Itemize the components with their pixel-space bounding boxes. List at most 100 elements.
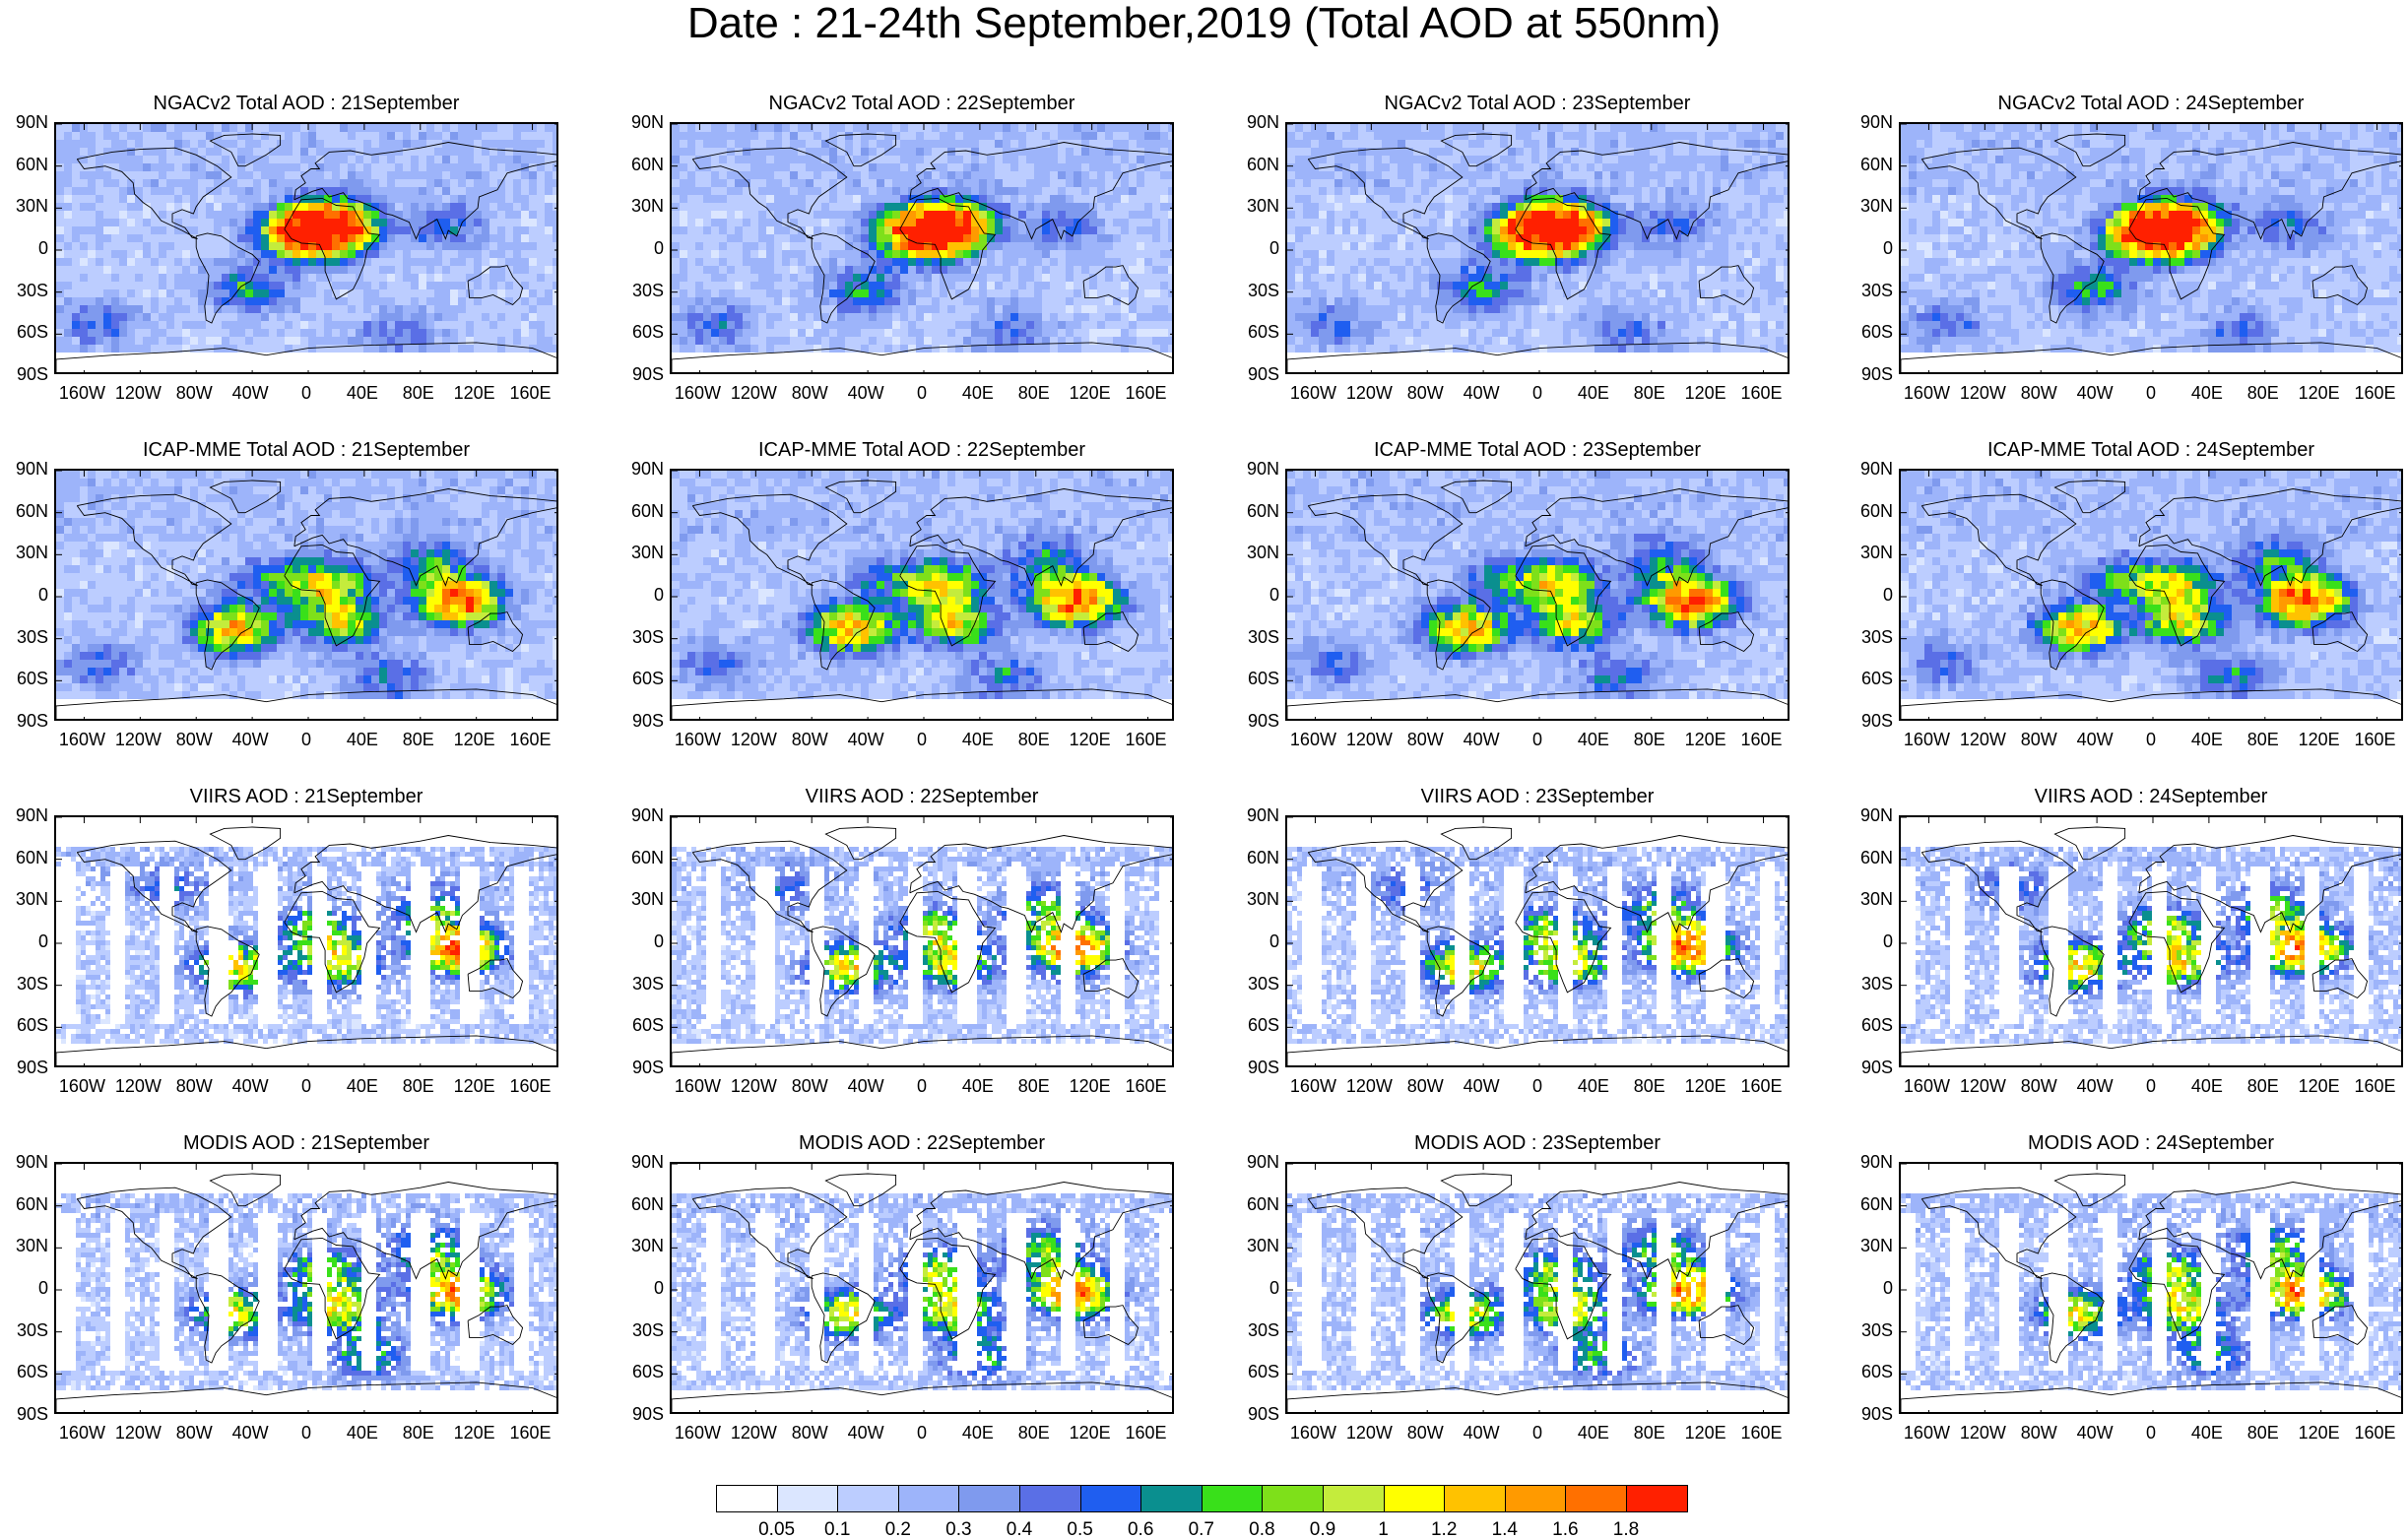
longitude-label: 120E: [1674, 1424, 1737, 1442]
longitude-label: 80W: [1394, 731, 1457, 748]
longitude-label: 80W: [778, 1077, 841, 1095]
latitude-label: 30N: [1844, 1237, 1893, 1254]
latitude-label: 0: [0, 1279, 48, 1297]
latitude-label: 90N: [1844, 460, 1893, 478]
longitude-label: 0: [2119, 1424, 2182, 1442]
aod-cells: [1901, 847, 2403, 1044]
longitude-label: 40E: [1562, 1077, 1625, 1095]
colorbar-label: 0.1: [808, 1520, 867, 1540]
latitude-label: 30N: [1844, 544, 1893, 561]
latitude-label: 60N: [1844, 156, 1893, 173]
figure-title: Date : 21-24th September,2019 (Total AOD…: [0, 0, 2408, 47]
colorbar-swatch: [1565, 1485, 1627, 1512]
latitude-label: 90N: [0, 806, 48, 824]
longitude-label: 120E: [1674, 731, 1737, 748]
latitude-label: 60S: [1844, 1363, 1893, 1380]
latitude-label: 0: [615, 586, 664, 604]
longitude-label: 120W: [106, 1077, 169, 1095]
longitude-label: 120E: [1059, 384, 1122, 402]
latitude-label: 60N: [1230, 849, 1279, 866]
latitude-label: 60N: [615, 156, 664, 173]
aod-field: [56, 124, 558, 374]
aod-cells: [1287, 124, 1790, 353]
longitude-label: 40W: [1450, 731, 1513, 748]
latitude-label: 30S: [0, 282, 48, 299]
longitude-label: 40W: [834, 1077, 897, 1095]
latitude-label: 60N: [1844, 1195, 1893, 1213]
panel-title: VIIRS AOD : 23September: [1285, 786, 1790, 807]
latitude-label: 30S: [615, 975, 664, 993]
longitude-label: 160E: [2344, 1077, 2407, 1095]
longitude-label: 40W: [2063, 1077, 2126, 1095]
longitude-label: 160W: [50, 731, 113, 748]
latitude-label: 60S: [1230, 323, 1279, 341]
latitude-label: 90S: [1844, 365, 1893, 383]
longitude-label: 80W: [2007, 1077, 2070, 1095]
colorbar-label: 0.4: [990, 1520, 1049, 1540]
longitude-label: 120W: [1951, 384, 2014, 402]
longitude-label: 160E: [1115, 731, 1178, 748]
panel-title: ICAP-MME Total AOD : 23September: [1285, 439, 1790, 461]
aod-cells: [1287, 471, 1790, 699]
colorbar-label: 1: [1354, 1520, 1413, 1540]
longitude-label: 120E: [1674, 384, 1737, 402]
panel-title: MODIS AOD : 24September: [1899, 1132, 2403, 1154]
latitude-label: 0: [0, 239, 48, 257]
longitude-label: 80W: [2007, 384, 2070, 402]
longitude-label: 80W: [2007, 1424, 2070, 1442]
latitude-label: 60N: [615, 1195, 664, 1213]
longitude-label: 80E: [1003, 1424, 1066, 1442]
longitude-label: 0: [2119, 384, 2182, 402]
longitude-label: 0: [275, 731, 338, 748]
aod-field: [56, 1164, 558, 1414]
aod-field: [672, 471, 1174, 721]
longitude-label: 160E: [2344, 731, 2407, 748]
longitude-label: 80E: [387, 731, 450, 748]
latitude-label: 0: [1844, 932, 1893, 950]
aod-field: [1287, 817, 1790, 1067]
longitude-label: 120E: [443, 731, 506, 748]
longitude-label: 40E: [2176, 1424, 2239, 1442]
aod-cells: [56, 847, 558, 1044]
longitude-label: 120W: [106, 1424, 169, 1442]
latitude-label: 60N: [615, 502, 664, 520]
latitude-label: 30N: [1230, 890, 1279, 908]
latitude-label: 0: [1844, 239, 1893, 257]
aod-field: [1901, 124, 2403, 374]
latitude-label: 30N: [615, 1237, 664, 1254]
aod-cells: [56, 124, 558, 353]
longitude-label: 120E: [1059, 1077, 1122, 1095]
longitude-label: 160E: [1115, 1424, 1178, 1442]
latitude-label: 90N: [1844, 1153, 1893, 1171]
colorbar-swatch: [1080, 1485, 1142, 1512]
latitude-label: 90S: [615, 1059, 664, 1076]
longitude-label: 40W: [2063, 384, 2126, 402]
longitude-label: 80E: [2232, 1077, 2295, 1095]
colorbar-label: 0.9: [1293, 1520, 1352, 1540]
latitude-label: 30N: [0, 544, 48, 561]
longitude-label: 120E: [2288, 1424, 2351, 1442]
latitude-label: 0: [1844, 586, 1893, 604]
latitude-label: 0: [1844, 1279, 1893, 1297]
aod-cells: [1287, 1193, 1790, 1390]
panel-title: VIIRS AOD : 24September: [1899, 786, 2403, 807]
latitude-label: 30S: [1230, 975, 1279, 993]
aod-map: [54, 1162, 558, 1414]
longitude-label: 120W: [722, 1424, 785, 1442]
longitude-label: 0: [2119, 1077, 2182, 1095]
colorbar-label: 1.8: [1596, 1520, 1656, 1540]
aod-map: [1899, 469, 2403, 721]
aod-map: [1899, 815, 2403, 1067]
latitude-label: 30S: [1230, 628, 1279, 646]
longitude-label: 80E: [2232, 384, 2295, 402]
colorbar-swatch: [1202, 1485, 1264, 1512]
latitude-label: 90S: [1230, 1405, 1279, 1423]
colorbar-swatch: [777, 1485, 839, 1512]
latitude-label: 90S: [0, 1405, 48, 1423]
longitude-label: 40W: [834, 384, 897, 402]
longitude-label: 80E: [2232, 1424, 2295, 1442]
latitude-label: 30N: [0, 197, 48, 215]
longitude-label: 40W: [219, 384, 282, 402]
longitude-label: 80W: [1394, 1424, 1457, 1442]
longitude-label: 160E: [1730, 731, 1793, 748]
